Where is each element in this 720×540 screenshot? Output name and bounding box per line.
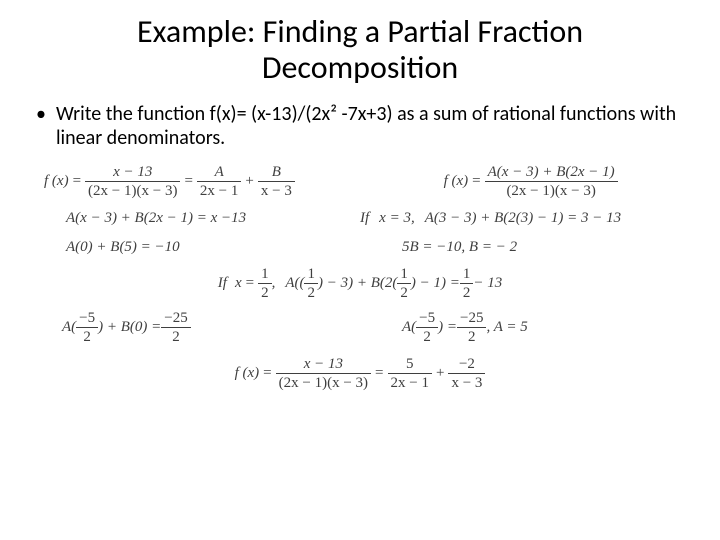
math-row-6: f (x) = x − 13 (2x − 1)(x − 3) = 5 2x − …	[44, 356, 676, 392]
math-row-1: f (x) = x − 13 (2x − 1)(x − 3) = A 2x − …	[44, 164, 676, 200]
math-row-2: A(x − 3) + B(2x − 1) = x −13 If x = 3, A…	[44, 210, 676, 227]
math-workings: f (x) = x − 13 (2x − 1)(x − 3) = A 2x − …	[36, 164, 684, 392]
bullet-item: • Write the function f(x)= (x-13)/(2x² -…	[36, 102, 684, 150]
title-line-2: Decomposition	[262, 48, 458, 87]
slide-title: Example: Finding a Partial Fraction Deco…	[36, 14, 684, 86]
fx: f (x)	[44, 173, 69, 190]
bullet-dot: •	[36, 102, 46, 126]
math-row-3: A(0) + B(5) = −10 5B = −10, B = − 2	[44, 239, 676, 256]
math-row-4: If x = 12 , A(( 12 ) − 3) + B(2( 12 ) − …	[44, 266, 676, 302]
math-row-5: A( −52 ) + B(0) = −252 A( −52 ) = −252 ,…	[44, 310, 676, 346]
bullet-text: Write the function f(x)= (x-13)/(2x² -7x…	[56, 102, 684, 150]
title-line-1: Example: Finding a Partial Fraction	[137, 12, 583, 51]
